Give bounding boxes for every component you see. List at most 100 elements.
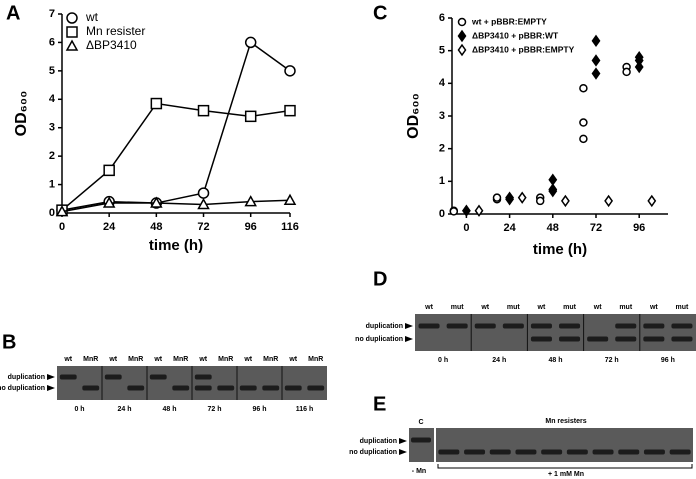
y-tick-label: 6 xyxy=(439,12,445,24)
legend-marker xyxy=(457,29,467,43)
y-tick-label: 6 xyxy=(49,36,55,48)
x-tick-label: 24 xyxy=(103,221,116,233)
data-point xyxy=(283,193,297,205)
series-line xyxy=(61,199,291,213)
gel-band xyxy=(438,449,460,455)
lane-label: wt xyxy=(108,356,117,363)
legend-label: ΔBP3410 + pBBR:WT xyxy=(472,30,559,40)
band-label: duplication xyxy=(366,323,403,330)
gel-band xyxy=(217,385,235,391)
legend-marker xyxy=(66,26,78,38)
data-point xyxy=(591,67,601,80)
x-tick-label: 96 xyxy=(633,222,645,234)
gel-band xyxy=(671,336,693,342)
y-tick-label: 0 xyxy=(439,208,445,220)
lane-label: wt xyxy=(649,304,658,311)
lane-label: mut xyxy=(563,304,577,311)
y-tick-label: 1 xyxy=(49,178,55,190)
lane-label: MnR xyxy=(218,356,233,363)
gel-band xyxy=(615,323,637,329)
gel-band xyxy=(669,449,691,455)
gel-band xyxy=(530,323,552,329)
gel-band xyxy=(502,323,524,329)
gel-band xyxy=(643,449,665,455)
gel-band xyxy=(307,385,325,391)
panel-letter: E xyxy=(373,393,386,415)
time-label: 0 h xyxy=(438,357,448,364)
data-point xyxy=(492,193,502,202)
legend-marker xyxy=(457,43,467,57)
data-point xyxy=(244,36,257,49)
lane-label: wt xyxy=(63,356,72,363)
legend-label: ΔBP3410 + pBBR:EMPTY xyxy=(472,44,575,54)
lane-label: wt xyxy=(153,356,162,363)
gel-band xyxy=(104,374,122,380)
band-label: no duplication xyxy=(349,449,397,456)
y-tick-label: 3 xyxy=(439,110,445,122)
data-point xyxy=(579,118,588,127)
panel-letter: D xyxy=(373,268,387,290)
data-point xyxy=(150,196,163,208)
lane-label: wt xyxy=(288,356,297,363)
time-label: 96 h xyxy=(252,406,266,413)
lane-label: mut xyxy=(676,304,690,311)
series-line xyxy=(61,41,291,211)
lane-label: mut xyxy=(507,304,521,311)
x-tick-label: 48 xyxy=(547,222,559,234)
lane-label: wt xyxy=(243,356,252,363)
data-point xyxy=(150,97,163,110)
x-tick-label: 0 xyxy=(59,221,65,233)
panel-letter: B xyxy=(2,331,16,353)
gel-band xyxy=(592,449,614,455)
lane-label: wt xyxy=(198,356,207,363)
lane-label: MnR xyxy=(83,356,98,363)
data-point xyxy=(579,83,588,93)
gel-band xyxy=(643,323,665,329)
legend-marker xyxy=(65,39,79,51)
y-tick-label: 1 xyxy=(439,175,445,187)
data-point xyxy=(244,110,257,123)
data-point xyxy=(591,34,601,48)
band-arrow xyxy=(405,336,413,342)
band-arrow xyxy=(399,438,407,444)
lane-label: MnR xyxy=(308,356,323,363)
x-tick-label: 72 xyxy=(197,221,209,233)
gel-band xyxy=(127,385,145,391)
time-label: 72 h xyxy=(207,406,221,413)
group-bracket xyxy=(437,464,693,469)
data-point xyxy=(474,204,484,217)
data-point xyxy=(244,195,257,207)
band-arrow xyxy=(47,385,55,391)
data-point xyxy=(634,60,644,74)
data-point xyxy=(103,164,115,177)
legend-marker xyxy=(66,12,78,24)
group-condition: + 1 mM Mn xyxy=(548,471,584,478)
data-point xyxy=(197,197,210,210)
gel-band xyxy=(194,374,212,380)
gel-band xyxy=(59,374,77,380)
data-point xyxy=(197,104,210,117)
gel xyxy=(409,428,434,462)
y-tick-label: 0 xyxy=(49,207,55,219)
data-point xyxy=(505,191,515,204)
lane-label: MnR xyxy=(128,356,143,363)
gel-band xyxy=(172,385,190,391)
x-tick-label: 96 xyxy=(245,221,257,233)
gel-band xyxy=(82,385,100,391)
gel-band xyxy=(559,323,581,329)
control-label: C xyxy=(418,419,423,426)
gel-band xyxy=(418,323,440,329)
legend-label: ΔBP3410 xyxy=(86,38,137,52)
data-point xyxy=(197,187,210,199)
data-point xyxy=(517,191,527,204)
gel-band xyxy=(541,449,563,455)
gel-band xyxy=(587,336,609,342)
gel-band xyxy=(464,449,486,455)
data-point xyxy=(591,54,601,67)
time-label: 48 h xyxy=(548,357,562,364)
lane-label: wt xyxy=(593,304,602,311)
lane-label: mut xyxy=(619,304,633,311)
x-axis-label: time (h) xyxy=(533,241,587,258)
group-label: Mn resisters xyxy=(545,418,586,425)
